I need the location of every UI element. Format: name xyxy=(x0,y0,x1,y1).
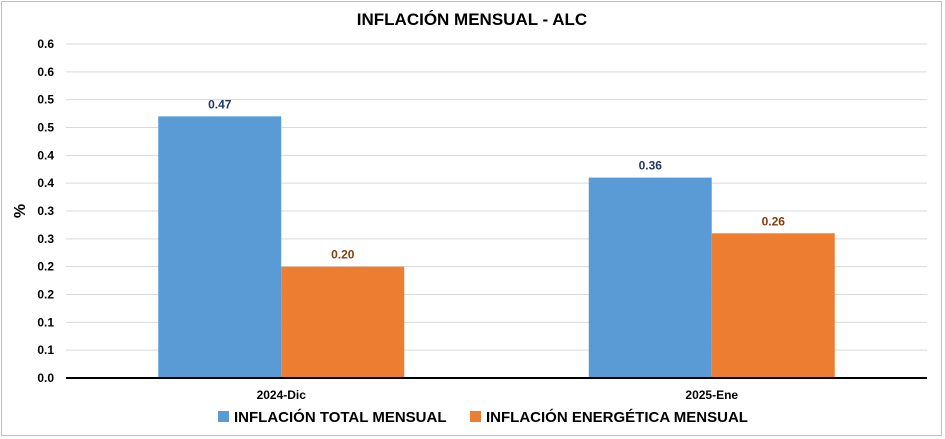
y-tick-label: 0.5 xyxy=(37,121,54,135)
chart-title: INFLACIÓN MENSUAL - ALC xyxy=(357,10,587,29)
y-tick-label: 0.5 xyxy=(37,93,54,107)
y-tick-label: 0.6 xyxy=(37,37,54,51)
legend-swatch xyxy=(470,411,481,422)
y-tick-label: 0.4 xyxy=(37,176,54,190)
y-tick-label: 0.6 xyxy=(37,65,54,79)
bar-data-label: 0.26 xyxy=(762,214,786,228)
legend: INFLACIÓN TOTAL MENSUAL INFLACIÓN ENERGÉT… xyxy=(218,408,748,426)
y-tick-label: 0.2 xyxy=(37,288,54,302)
y-tick-label: 0.4 xyxy=(37,148,54,162)
y-tick-label: 0.0 xyxy=(37,371,54,385)
data-labels: 0.47 0.20 0.36 0.26 xyxy=(208,97,785,261)
bar xyxy=(281,266,405,378)
legend-label: INFLACIÓN TOTAL MENSUAL xyxy=(234,408,447,426)
bar xyxy=(588,177,712,378)
y-tick-label: 0.1 xyxy=(37,343,54,357)
y-axis-label: % xyxy=(12,204,29,218)
bar-data-label: 0.20 xyxy=(331,248,355,262)
y-tick-label: 0.2 xyxy=(37,260,54,274)
bar xyxy=(711,233,835,378)
legend-swatch xyxy=(218,411,229,422)
x-tick-label: 2024-Dic xyxy=(257,388,307,402)
bar xyxy=(158,116,282,378)
y-tick-label: 0.3 xyxy=(37,232,54,246)
y-tick-label: 0.3 xyxy=(37,204,54,218)
x-tick-label: 2025-Ene xyxy=(685,388,738,402)
bar-data-label: 0.36 xyxy=(639,159,663,173)
legend-label: INFLACIÓN ENERGÉTICA MENSUAL xyxy=(486,408,748,426)
bars xyxy=(158,116,835,378)
bar-data-label: 0.47 xyxy=(208,97,232,111)
y-axis-ticks: 0.0 0.1 0.1 0.2 0.2 0.3 0.3 0.4 0.4 0.5 0.5 0.6 0.6 xyxy=(37,37,54,385)
x-axis-ticks: 2024-Dic 2025-Ene xyxy=(257,388,739,402)
y-tick-label: 0.1 xyxy=(37,315,54,329)
